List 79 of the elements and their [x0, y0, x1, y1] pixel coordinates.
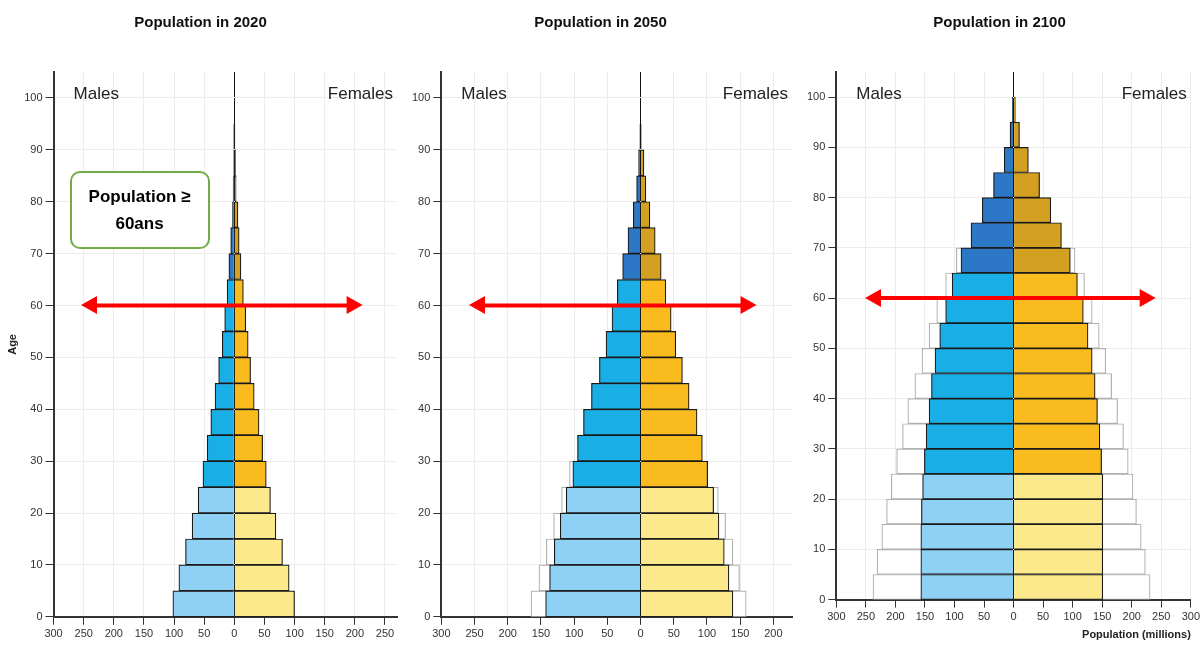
x-tick-label: 250: [465, 627, 484, 640]
y-tick-label: 20: [813, 492, 826, 505]
y-tick-label: 10: [30, 557, 43, 570]
y-tick-label: 70: [30, 246, 43, 259]
x-tick-label: 300: [827, 610, 846, 623]
y-tick-label: 10: [418, 557, 431, 570]
y-tick-label: 50: [30, 350, 43, 363]
x-tick-label: 200: [104, 627, 123, 640]
y-tick-label: 10: [813, 542, 826, 555]
x-tick-label: 0: [637, 627, 644, 640]
x-tick-label: 200: [345, 627, 364, 640]
annotation: Females: [327, 84, 393, 104]
y-tick-label: 30: [813, 441, 826, 454]
y-tick-label: 60: [813, 291, 826, 304]
x-tick-label: 150: [915, 610, 935, 623]
y-tick-label: 40: [30, 402, 43, 415]
chart-title: Population in 2050: [534, 13, 667, 31]
x-tick-label: 100: [1063, 610, 1082, 623]
x-tick-label: 300: [1181, 610, 1200, 623]
y-tick-label: 20: [30, 506, 43, 519]
x-tick-label: 250: [74, 627, 93, 640]
x-tick-label: 50: [667, 627, 680, 640]
annotation: Males: [461, 84, 507, 104]
annotation: Males: [856, 84, 902, 104]
x-tick-label: 300: [44, 627, 63, 640]
y-tick-label: 50: [418, 350, 431, 363]
x-tick-label: 100: [164, 627, 184, 640]
x-tick-label: 50: [601, 627, 614, 640]
x-tick-label: 200: [886, 610, 905, 623]
x-tick-label: 50: [258, 627, 271, 640]
x-tick-label: 300: [432, 627, 451, 640]
y-tick-label: 40: [418, 402, 431, 415]
x-tick-label: 100: [945, 610, 964, 623]
x-tick-label: 50: [198, 627, 211, 640]
x-tick-label: 50: [1037, 610, 1050, 623]
x-tick-label: 150: [134, 627, 154, 640]
chart-title: Population in 2100: [933, 13, 1066, 31]
y-tick-label: 80: [418, 194, 431, 207]
chart-title: Population in 2020: [134, 13, 267, 31]
y-tick-label: 100: [806, 90, 826, 103]
x-tick-label: 150: [531, 627, 551, 640]
y-tick-label: 80: [30, 194, 43, 207]
y-tick-label: 90: [30, 142, 43, 155]
y-tick-label: 100: [24, 90, 43, 103]
annotation: Males: [73, 84, 119, 104]
y-tick-label: 60: [30, 298, 43, 311]
y-tick-label: 30: [30, 454, 43, 467]
x-tick-label: 250: [856, 610, 876, 623]
x-tick-label: 200: [498, 627, 517, 640]
y-tick-label: 40: [813, 391, 826, 404]
x-tick-label: 250: [1152, 610, 1171, 623]
x-tick-label: 100: [697, 627, 717, 640]
y-tick-label: 70: [418, 246, 431, 259]
x-tick-label: 150: [731, 627, 750, 640]
y-tick-label: 30: [418, 454, 431, 467]
x-axis-title: Population (millions): [1082, 628, 1192, 641]
y-axis-title: Age: [5, 334, 18, 355]
y-tick-label: 80: [813, 190, 826, 203]
y-tick-label: 100: [411, 90, 431, 103]
y-tick-label: 60: [418, 298, 431, 311]
y-tick-label: 90: [813, 140, 826, 153]
x-tick-label: 50: [977, 610, 991, 623]
x-tick-label: 0: [231, 627, 238, 640]
x-tick-label: 250: [375, 627, 395, 640]
x-tick-label: 150: [1093, 610, 1112, 623]
annotation: Females: [1121, 84, 1187, 104]
x-tick-label: 100: [285, 627, 304, 640]
y-tick-label: 20: [418, 506, 431, 519]
x-tick-label: 100: [564, 627, 584, 640]
x-tick-label: 150: [315, 627, 334, 640]
x-tick-label: 200: [764, 627, 783, 640]
annotation: Population ≥ 60ans: [69, 170, 210, 249]
x-tick-label: 200: [1122, 610, 1141, 623]
y-tick-label: 0: [819, 592, 826, 605]
y-tick-label: 70: [813, 240, 826, 253]
y-tick-label: 50: [813, 341, 826, 354]
annotation: Females: [722, 84, 788, 104]
y-tick-label: 90: [418, 142, 431, 155]
x-tick-label: 0: [1010, 610, 1017, 623]
